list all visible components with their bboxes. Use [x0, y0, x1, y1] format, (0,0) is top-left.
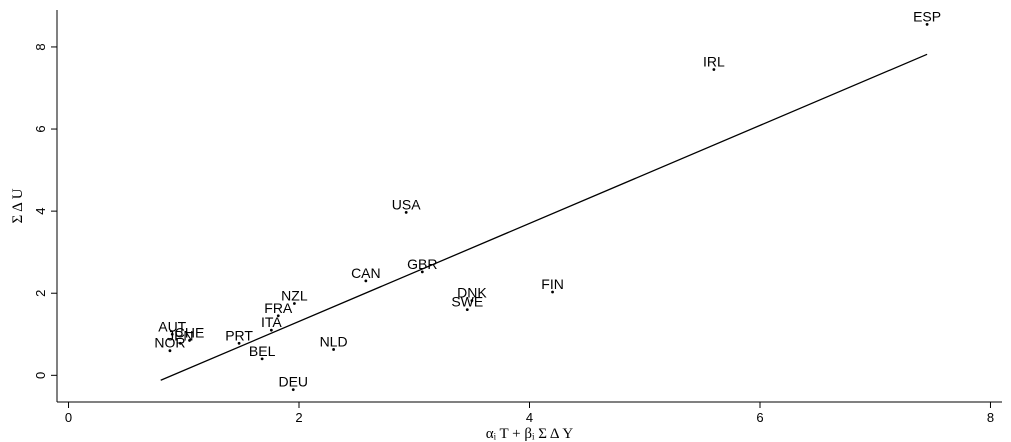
x-tick-label: 4 [526, 410, 533, 425]
data-point [712, 68, 716, 71]
x-tick-label: 2 [295, 410, 302, 425]
data-point [332, 348, 335, 351]
data-point [470, 299, 474, 303]
y-tick-label: 6 [33, 125, 48, 132]
y-tick-label: 2 [33, 290, 48, 297]
point-label: FRA [264, 300, 293, 316]
point-label: SWE [451, 294, 483, 310]
x-axis-title: αᵢ T + βᵢ Σ Δ Y [486, 426, 574, 442]
data-point [404, 210, 408, 214]
fit-line [160, 53, 928, 381]
point-label: FIN [541, 276, 564, 292]
data-point [269, 328, 273, 332]
y-tick-label: 0 [33, 372, 48, 379]
point-label: CAN [351, 265, 381, 281]
x-tick-label: 8 [987, 410, 994, 425]
data-point [465, 308, 469, 312]
data-point [237, 341, 241, 345]
fit-line-group [160, 53, 928, 381]
data-point [170, 332, 174, 336]
data-point [293, 302, 296, 305]
point-label: ITA [261, 314, 282, 330]
y-axis-title: Σ Δ U [10, 188, 26, 223]
point-label: AUT [158, 318, 186, 334]
point-label: NZL [281, 287, 308, 303]
point-label: CHE [175, 324, 205, 340]
data-point [260, 357, 264, 361]
point-label: NLD [320, 333, 348, 349]
point-label: PRT [225, 327, 253, 343]
data-point [925, 22, 929, 26]
data-point [168, 349, 172, 353]
data-point [188, 339, 191, 342]
x-tick-label: 0 [65, 410, 72, 425]
point-label: USA [392, 196, 421, 212]
x-tick-label: 6 [756, 410, 763, 425]
data-point [276, 314, 280, 318]
axes: 0 2 4 6 8 0 2 4 6 8 [33, 10, 1002, 425]
point-label: BEL [249, 343, 276, 359]
point-label: IRL [703, 54, 725, 70]
point-label: DNK [457, 285, 487, 301]
data-point [178, 341, 182, 345]
point-label: ESP [913, 8, 941, 24]
point-label: DEU [278, 374, 308, 390]
point-label: JPN [167, 327, 193, 343]
point-label: GBR [407, 256, 437, 272]
data-point [291, 388, 295, 392]
y-tick-label: 8 [33, 43, 48, 50]
data-point [420, 270, 424, 274]
y-tick-label: 4 [33, 208, 48, 215]
data-point [551, 290, 554, 294]
data-point [364, 279, 368, 283]
point-label: NOR [154, 335, 185, 351]
